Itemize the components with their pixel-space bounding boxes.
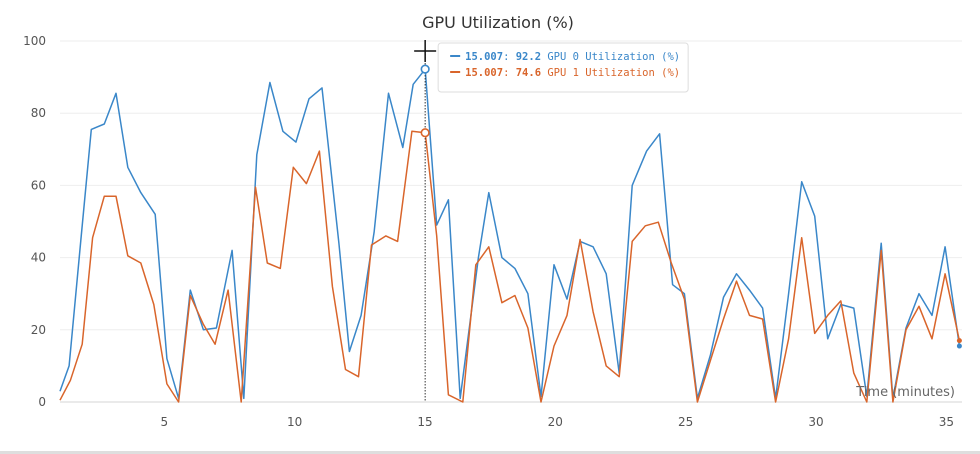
tooltip-series-name: GPU 0 Utilization (%) [541,51,680,63]
x-tick-label: 35 [939,415,954,429]
tooltip-x-value: 15.007 [465,51,503,63]
y-tick-label: 20 [31,323,46,337]
x-tick-label: 30 [808,415,823,429]
hover-point-marker [420,128,430,138]
tooltip-series-name: GPU 1 Utilization (%) [541,67,680,79]
series-line-gpu1[interactable] [59,130,961,403]
series-lines[interactable] [59,68,962,403]
x-tick-label: 25 [678,415,693,429]
series-line-gpu0[interactable] [59,68,961,400]
hover-overlay: 15.007: 92.2 GPU 0 Utilization (%)15.007… [414,40,689,402]
series-end-point-gpu0 [956,343,962,349]
tooltip-x-value: 15.007 [465,67,503,79]
y-tick-label: 60 [31,178,46,192]
x-axis-ticks: 5 10 15 20 25 30 35 [160,415,954,429]
x-tick-label: 10 [287,415,302,429]
grid-lines [60,40,962,403]
x-axis-label: Time (minutes) [855,385,955,400]
series-end-point-gpu1 [956,338,962,344]
x-tick-label: 5 [160,415,168,429]
tooltip-separator: : [503,67,516,79]
tooltip-separator: : [503,51,516,63]
tooltip-entry: 15.007: 92.2 GPU 0 Utilization (%) [465,51,680,63]
chart-title: GPU Utilization (%) [422,13,574,32]
y-tick-label: 100 [23,34,46,48]
y-tick-label: 80 [31,106,46,120]
tooltip-y-value: 92.2 [516,51,541,63]
bottom-divider [0,451,980,454]
hover-tooltip [437,42,689,93]
y-tick-label: 0 [38,395,46,409]
x-tick-label: 20 [548,415,563,429]
y-tick-label: 40 [31,251,46,265]
y-axis-ticks: 0 20 40 60 80 100 [23,34,46,409]
x-tick-label: 15 [417,415,432,429]
tooltip-entry: 15.007: 74.6 GPU 1 Utilization (%) [465,67,680,79]
tooltip-y-value: 74.6 [516,67,541,79]
hover-point-marker [420,64,430,74]
